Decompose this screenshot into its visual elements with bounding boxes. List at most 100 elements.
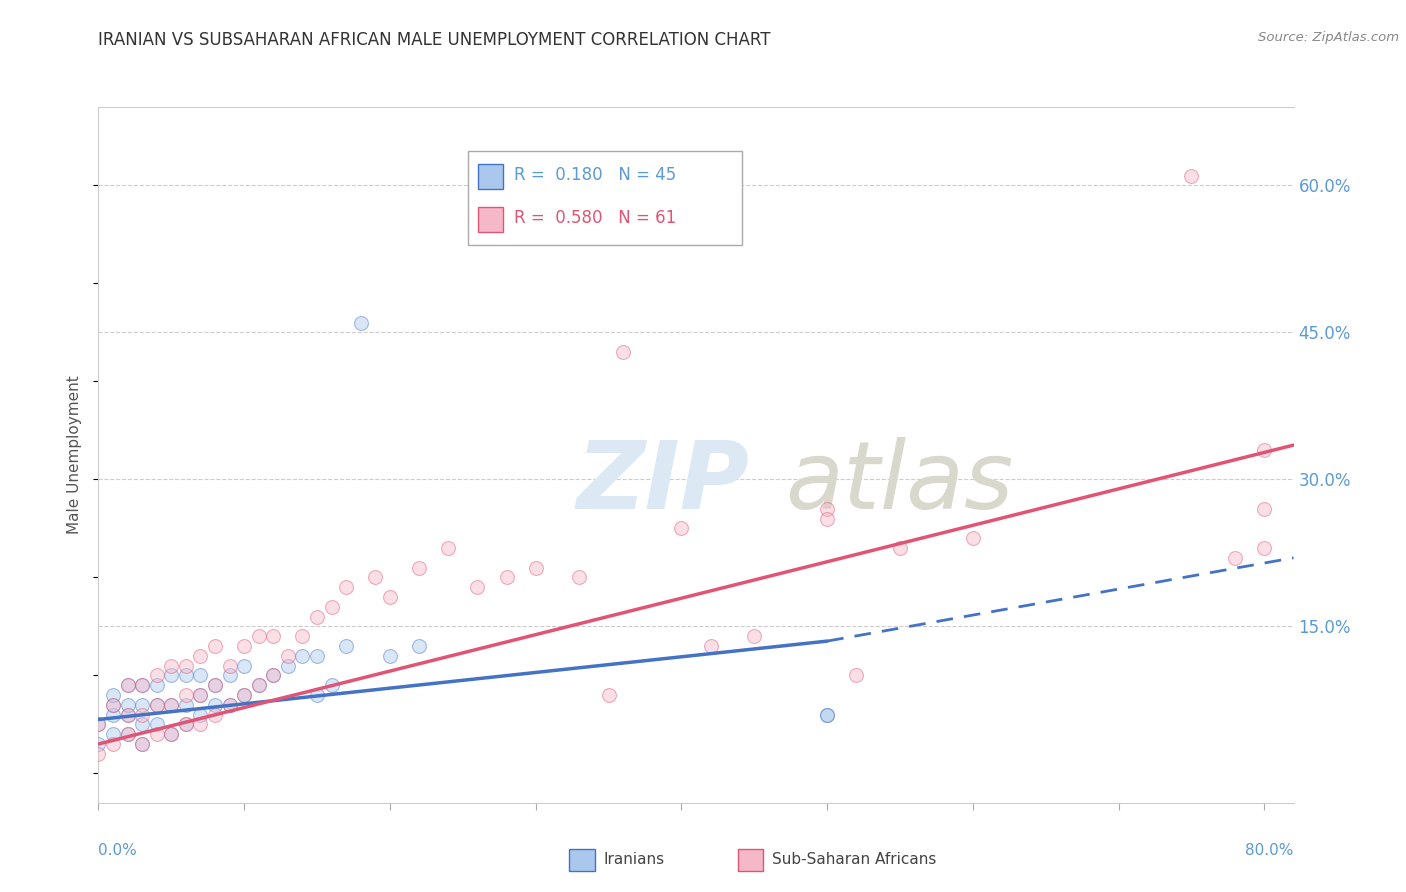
- Point: [277, 658, 299, 673]
- Point: [467, 580, 489, 594]
- Point: [204, 678, 226, 692]
- Point: [87, 737, 110, 751]
- Point: [204, 698, 226, 712]
- Point: [671, 521, 693, 535]
- Point: [160, 698, 183, 712]
- Point: [145, 668, 167, 682]
- Point: [742, 629, 765, 643]
- Point: [117, 678, 139, 692]
- Point: [1225, 550, 1247, 565]
- Point: [699, 639, 721, 653]
- Text: 80.0%: 80.0%: [1246, 843, 1294, 858]
- Text: R =  0.180   N = 45: R = 0.180 N = 45: [515, 167, 676, 185]
- Point: [815, 511, 838, 525]
- Point: [524, 560, 547, 574]
- Point: [815, 707, 838, 722]
- Point: [174, 658, 197, 673]
- Text: ZIP: ZIP: [576, 437, 749, 529]
- Point: [233, 639, 256, 653]
- Point: [160, 698, 183, 712]
- Point: [305, 648, 328, 663]
- Point: [190, 707, 212, 722]
- Point: [145, 698, 167, 712]
- Point: [145, 727, 167, 741]
- Point: [335, 580, 357, 594]
- Point: [247, 678, 270, 692]
- Point: [218, 698, 240, 712]
- Point: [204, 678, 226, 692]
- Point: [131, 737, 153, 751]
- Point: [612, 345, 634, 359]
- Point: [291, 648, 314, 663]
- Point: [160, 658, 183, 673]
- Point: [233, 688, 256, 702]
- Point: [160, 727, 183, 741]
- Point: [305, 688, 328, 702]
- Point: [101, 688, 124, 702]
- Point: [131, 678, 153, 692]
- Point: [174, 668, 197, 682]
- Text: Sub-Saharan Africans: Sub-Saharan Africans: [772, 853, 936, 867]
- Point: [190, 688, 212, 702]
- Point: [174, 688, 197, 702]
- Point: [101, 698, 124, 712]
- Point: [117, 698, 139, 712]
- Y-axis label: Male Unemployment: Male Unemployment: [67, 376, 83, 534]
- Point: [845, 668, 868, 682]
- Point: [889, 541, 911, 555]
- Point: [87, 717, 110, 731]
- Point: [247, 629, 270, 643]
- Point: [1253, 443, 1275, 458]
- Point: [101, 727, 124, 741]
- Point: [233, 658, 256, 673]
- Point: [174, 698, 197, 712]
- Text: Iranians: Iranians: [603, 853, 664, 867]
- Point: [277, 648, 299, 663]
- Point: [291, 629, 314, 643]
- Point: [408, 639, 430, 653]
- Point: [131, 678, 153, 692]
- Point: [233, 688, 256, 702]
- Point: [815, 501, 838, 516]
- Point: [174, 717, 197, 731]
- Point: [131, 717, 153, 731]
- Text: R =  0.580   N = 61: R = 0.580 N = 61: [515, 210, 676, 227]
- Text: Source: ZipAtlas.com: Source: ZipAtlas.com: [1258, 31, 1399, 45]
- Point: [131, 698, 153, 712]
- Point: [87, 717, 110, 731]
- Point: [218, 698, 240, 712]
- Point: [335, 639, 357, 653]
- Point: [262, 629, 284, 643]
- Point: [174, 717, 197, 731]
- Point: [962, 531, 984, 545]
- Point: [378, 590, 401, 604]
- Point: [350, 316, 373, 330]
- Point: [262, 668, 284, 682]
- Point: [117, 727, 139, 741]
- Point: [117, 678, 139, 692]
- Point: [1253, 501, 1275, 516]
- Point: [131, 737, 153, 751]
- Point: [1253, 541, 1275, 555]
- Point: [598, 688, 620, 702]
- Point: [204, 707, 226, 722]
- Text: atlas: atlas: [786, 437, 1014, 528]
- Point: [190, 668, 212, 682]
- Point: [204, 639, 226, 653]
- Text: 0.0%: 0.0%: [98, 843, 138, 858]
- Point: [101, 737, 124, 751]
- Point: [145, 678, 167, 692]
- Point: [218, 658, 240, 673]
- Point: [117, 727, 139, 741]
- Point: [437, 541, 460, 555]
- Point: [815, 707, 838, 722]
- Point: [495, 570, 517, 584]
- Point: [190, 688, 212, 702]
- Point: [101, 698, 124, 712]
- Point: [408, 560, 430, 574]
- Point: [160, 668, 183, 682]
- Point: [247, 678, 270, 692]
- Point: [145, 717, 167, 731]
- Point: [190, 648, 212, 663]
- Point: [218, 668, 240, 682]
